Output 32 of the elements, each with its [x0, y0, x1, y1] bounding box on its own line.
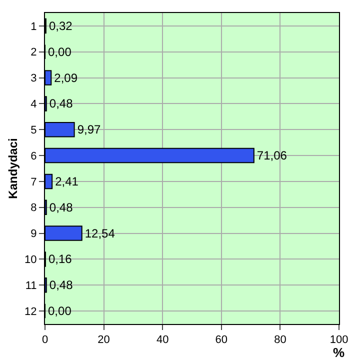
- x-tick-label: 20: [98, 334, 110, 346]
- data-label: 9,97: [77, 122, 101, 137]
- x-tick-label: 80: [274, 334, 286, 346]
- data-label: 0,48: [49, 278, 74, 292]
- y-tick-label: 9: [30, 228, 37, 240]
- y-tick-label: 8: [30, 202, 37, 214]
- data-label: 0,00: [48, 304, 72, 318]
- x-tick-label: 40: [156, 334, 169, 346]
- y-tick-label: 5: [30, 124, 37, 136]
- y-tick-label: 10: [24, 254, 37, 266]
- x-tick-label: 60: [215, 334, 228, 346]
- y-tick-label: 2: [30, 46, 37, 59]
- data-label: 71,06: [256, 148, 288, 163]
- data-label: 0,00: [48, 44, 72, 59]
- y-tick-label: 7: [30, 176, 37, 188]
- data-label: 0,48: [49, 96, 74, 111]
- y-tick-label: 12: [24, 306, 37, 318]
- x-axis-title: %: [333, 345, 345, 360]
- y-tick-label: 6: [30, 150, 37, 162]
- data-label: 12,54: [84, 226, 116, 240]
- y-axis-title: Kandydaci: [6, 138, 20, 199]
- x-tick-label: 100: [330, 334, 348, 346]
- x-tick-label: 0: [42, 334, 48, 346]
- data-label: 0,32: [48, 18, 73, 33]
- data-label: 2,41: [55, 174, 79, 188]
- data-label: 0,16: [48, 252, 72, 266]
- y-tick-label: 11: [25, 280, 37, 292]
- y-tick-label: 1: [30, 20, 37, 33]
- y-tick-label: 4: [30, 98, 37, 111]
- y-tick-label: 3: [30, 72, 37, 85]
- data-label: 2,09: [54, 70, 78, 85]
- data-label: 0,48: [49, 200, 74, 214]
